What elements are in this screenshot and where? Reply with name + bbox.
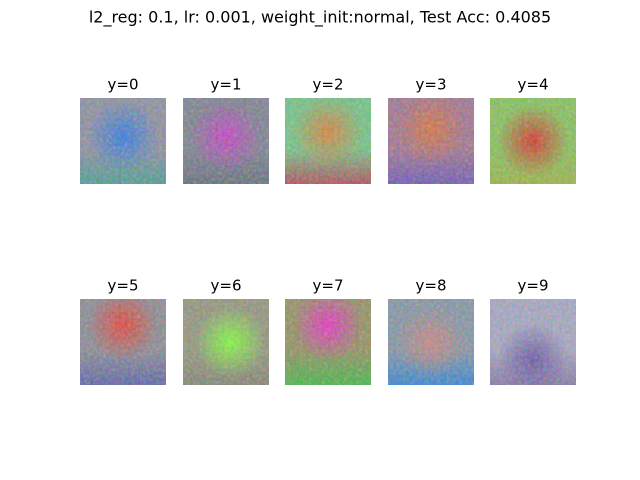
panel-label: y=2	[313, 76, 344, 94]
panel-label: y=4	[518, 76, 549, 94]
weight-image-noise	[388, 299, 474, 385]
weight-image-noise	[183, 299, 269, 385]
weight-image-noise	[285, 98, 371, 184]
panel: y=4	[490, 76, 576, 184]
panel-label: y=5	[108, 277, 139, 295]
panel-label: y=1	[211, 76, 242, 94]
panel: y=7	[285, 277, 371, 385]
panel: y=2	[285, 76, 371, 184]
weight-image-noise	[490, 299, 576, 385]
panel-label: y=3	[416, 76, 447, 94]
panel: y=6	[183, 277, 269, 385]
panel: y=0	[80, 76, 166, 184]
weight-image-noise	[80, 299, 166, 385]
weight-image-noise	[490, 98, 576, 184]
panel-label: y=7	[313, 277, 344, 295]
panel-label: y=6	[211, 277, 242, 295]
panel: y=9	[490, 277, 576, 385]
weight-image-noise	[183, 98, 269, 184]
panel: y=8	[388, 277, 474, 385]
panel-label: y=8	[416, 277, 447, 295]
weight-image-noise	[285, 299, 371, 385]
panel: y=3	[388, 76, 474, 184]
panel-label: y=9	[518, 277, 549, 295]
weight-image-noise	[80, 98, 166, 184]
panel-label: y=0	[108, 76, 139, 94]
weight-image-noise	[388, 98, 474, 184]
figure-title: l2_reg: 0.1, lr: 0.001, weight_init:norm…	[89, 8, 551, 28]
panel: y=1	[183, 76, 269, 184]
panel: y=5	[80, 277, 166, 385]
